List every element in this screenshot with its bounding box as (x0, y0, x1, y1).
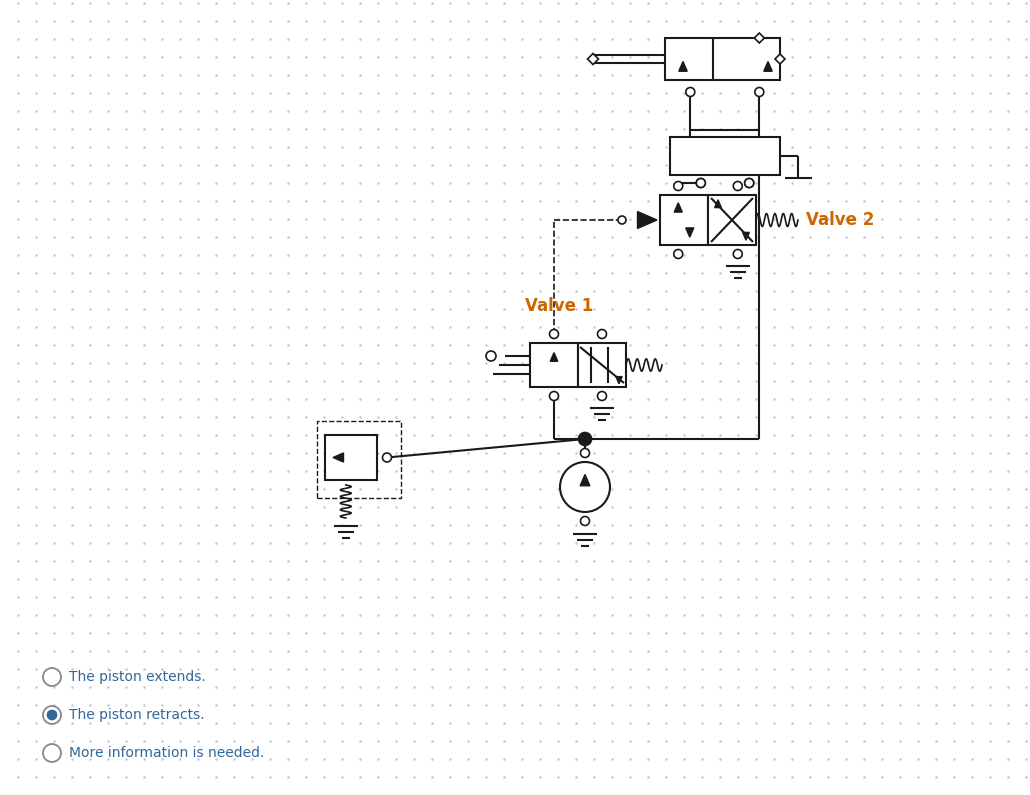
Polygon shape (616, 377, 622, 384)
Circle shape (43, 668, 61, 686)
Circle shape (486, 351, 496, 361)
Circle shape (47, 710, 57, 719)
Circle shape (581, 448, 589, 457)
Polygon shape (638, 211, 657, 228)
Circle shape (382, 453, 391, 462)
Polygon shape (550, 353, 558, 361)
Text: The piston retracts.: The piston retracts. (69, 708, 205, 722)
Bar (317, 421, 401, 498)
Circle shape (696, 179, 706, 188)
Bar (660, 195, 708, 245)
Bar (708, 195, 756, 245)
Circle shape (733, 181, 743, 191)
Polygon shape (333, 453, 343, 462)
Text: The piston extends.: The piston extends. (69, 670, 206, 684)
Circle shape (755, 87, 764, 96)
Polygon shape (775, 54, 785, 64)
Bar (325, 435, 377, 480)
Circle shape (43, 706, 61, 724)
Polygon shape (675, 203, 682, 212)
Polygon shape (679, 61, 687, 72)
Circle shape (597, 329, 607, 339)
Text: Valve 2: Valve 2 (806, 211, 874, 229)
Bar (670, 137, 780, 175)
Circle shape (686, 87, 695, 96)
Polygon shape (764, 61, 772, 72)
Circle shape (674, 250, 683, 258)
Circle shape (733, 250, 743, 258)
Circle shape (674, 181, 683, 191)
Circle shape (549, 391, 558, 401)
Bar (665, 38, 780, 80)
Circle shape (597, 391, 607, 401)
Text: Valve 1: Valve 1 (525, 297, 593, 315)
Polygon shape (754, 33, 764, 43)
Polygon shape (715, 200, 721, 207)
Circle shape (43, 744, 61, 762)
Circle shape (745, 179, 754, 188)
Polygon shape (743, 232, 750, 240)
Bar (578, 343, 626, 387)
Circle shape (696, 179, 706, 188)
Bar (530, 343, 578, 387)
Circle shape (549, 329, 558, 339)
Polygon shape (587, 53, 598, 64)
Circle shape (618, 216, 626, 224)
Circle shape (579, 432, 591, 445)
Circle shape (581, 517, 589, 525)
Polygon shape (686, 228, 694, 237)
Circle shape (745, 179, 754, 188)
Polygon shape (580, 475, 590, 486)
Text: More information is needed.: More information is needed. (69, 746, 265, 760)
Circle shape (560, 462, 610, 512)
